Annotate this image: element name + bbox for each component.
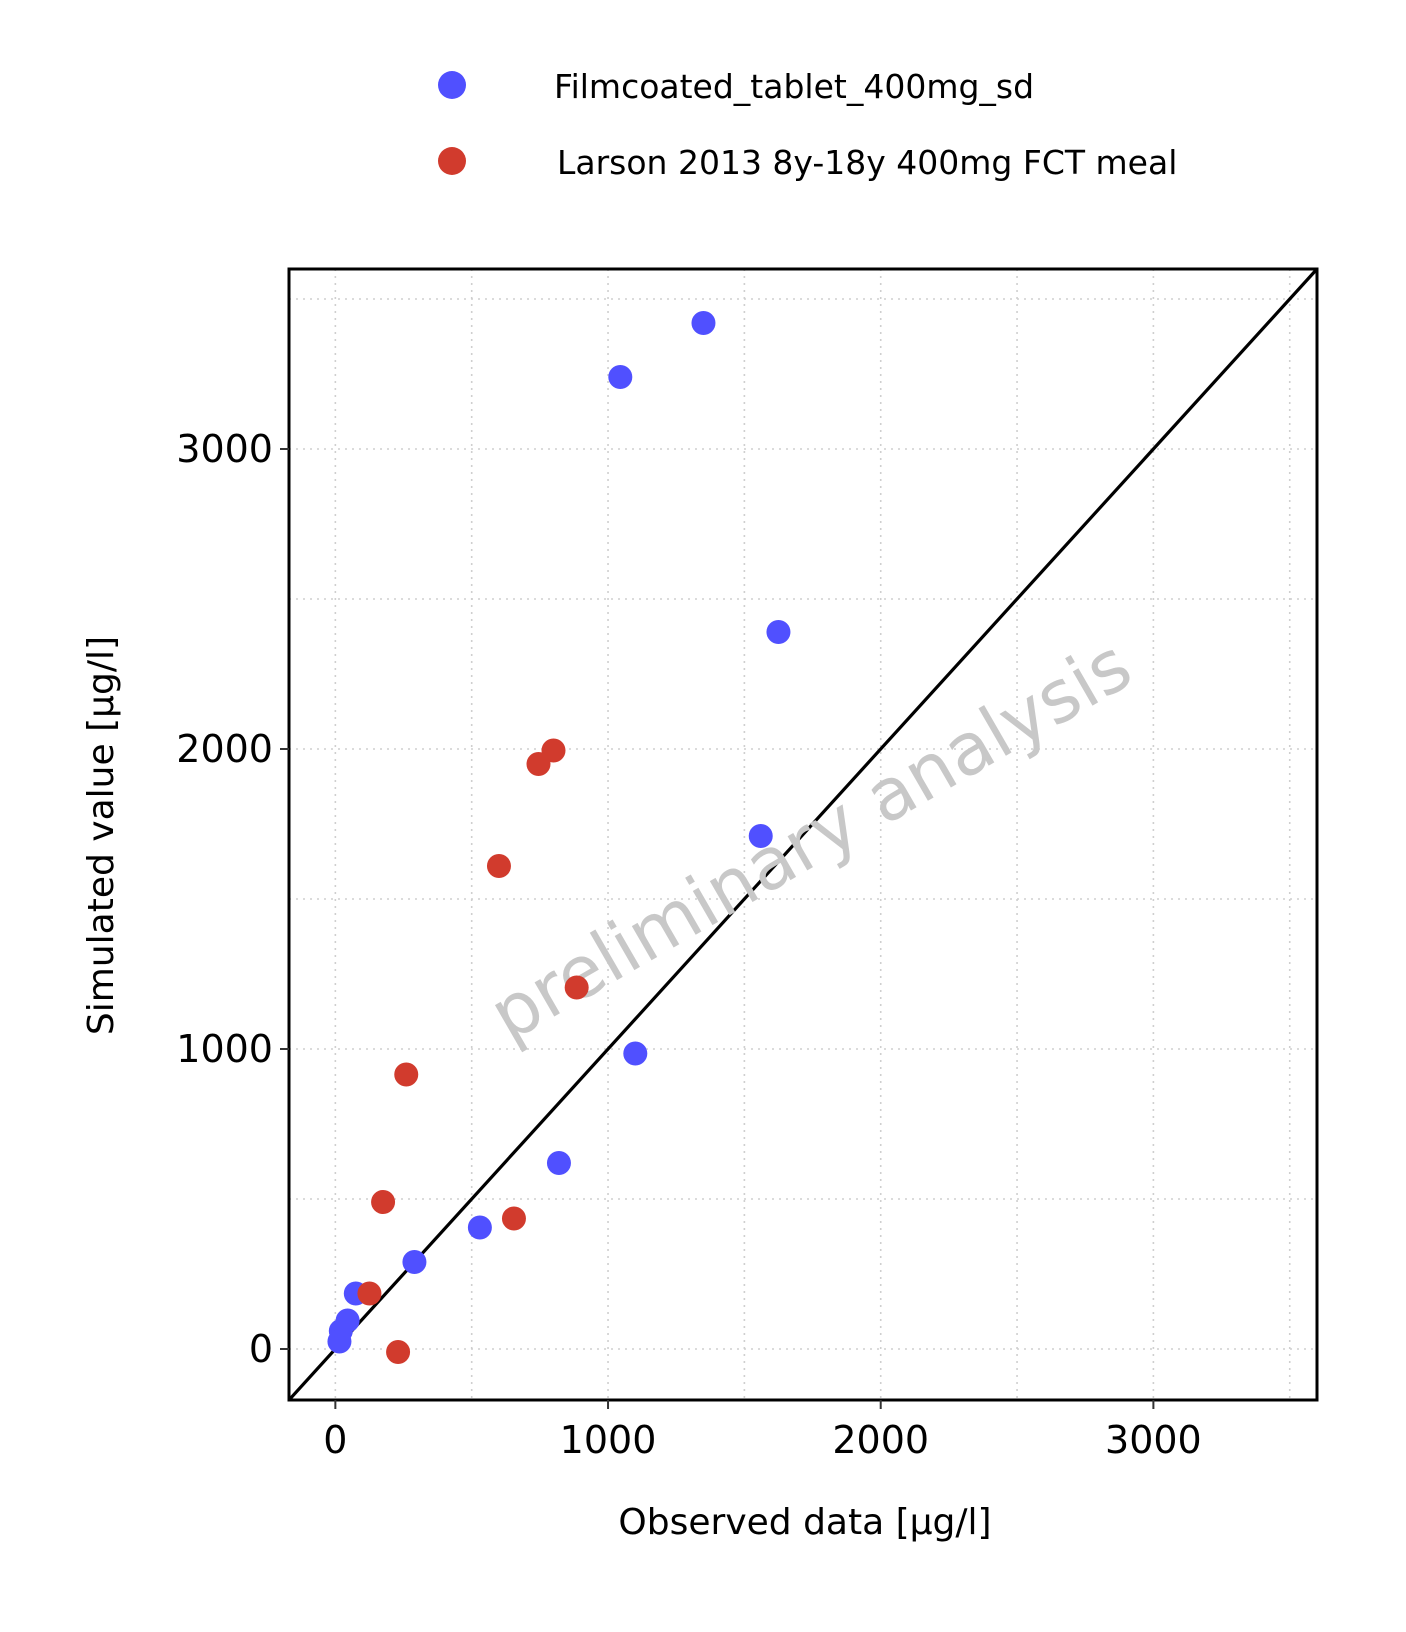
y-tick-label: 0	[249, 1327, 273, 1371]
data-point-filmcoated	[402, 1250, 427, 1274]
y-axis-title: Simulated value [µg/l]	[81, 636, 122, 1035]
data-point-larson	[357, 1281, 382, 1306]
legend-label: Filmcoated_tablet_400mg_sd	[554, 67, 1034, 106]
identity-line-layer	[287, 267, 1319, 1402]
x-tick-label: 2000	[832, 1418, 929, 1462]
y-tick-label: 1000	[176, 1027, 273, 1071]
x-tick-label: 0	[323, 1418, 347, 1462]
data-point-filmcoated	[748, 824, 773, 848]
x-tick-label: 3000	[1105, 1418, 1202, 1462]
data-point-larson	[394, 1062, 419, 1087]
data-point-larson	[386, 1340, 411, 1364]
data-point-larson	[526, 752, 551, 776]
x-tick-label: 1000	[560, 1418, 657, 1462]
data-point-filmcoated	[608, 365, 633, 389]
data-point-larson	[371, 1190, 396, 1214]
x-axis-title: Observed data [µg/l]	[618, 1502, 991, 1543]
legend-label: Larson 2013 8y-18y 400mg FCT meal	[557, 143, 1177, 182]
data-point-filmcoated	[327, 1329, 352, 1354]
data-point-filmcoated	[546, 1151, 571, 1175]
legend: Filmcoated_tablet_400mg_sd Larson 2013 8y…	[438, 67, 1177, 182]
data-point-filmcoated	[691, 311, 716, 335]
data-point-filmcoated	[623, 1041, 648, 1066]
data-point-larson	[486, 854, 511, 878]
data-point-larson	[564, 975, 589, 1000]
y-axis-ticks: 0 1000 2000 3000	[176, 427, 289, 1371]
y-tick-label: 2000	[176, 727, 273, 771]
plot-frame	[287, 267, 1319, 1402]
y-tick-label: 3000	[176, 427, 273, 471]
data-point-filmcoated	[467, 1215, 492, 1240]
legend-marker	[438, 71, 466, 99]
data-point-filmcoated	[766, 620, 791, 644]
data-point-larson	[501, 1206, 526, 1231]
legend-marker	[438, 147, 466, 175]
data-points	[327, 311, 791, 1364]
x-axis-ticks: 0 1000 2000 3000	[323, 1400, 1202, 1462]
identity-line	[287, 267, 1319, 1402]
